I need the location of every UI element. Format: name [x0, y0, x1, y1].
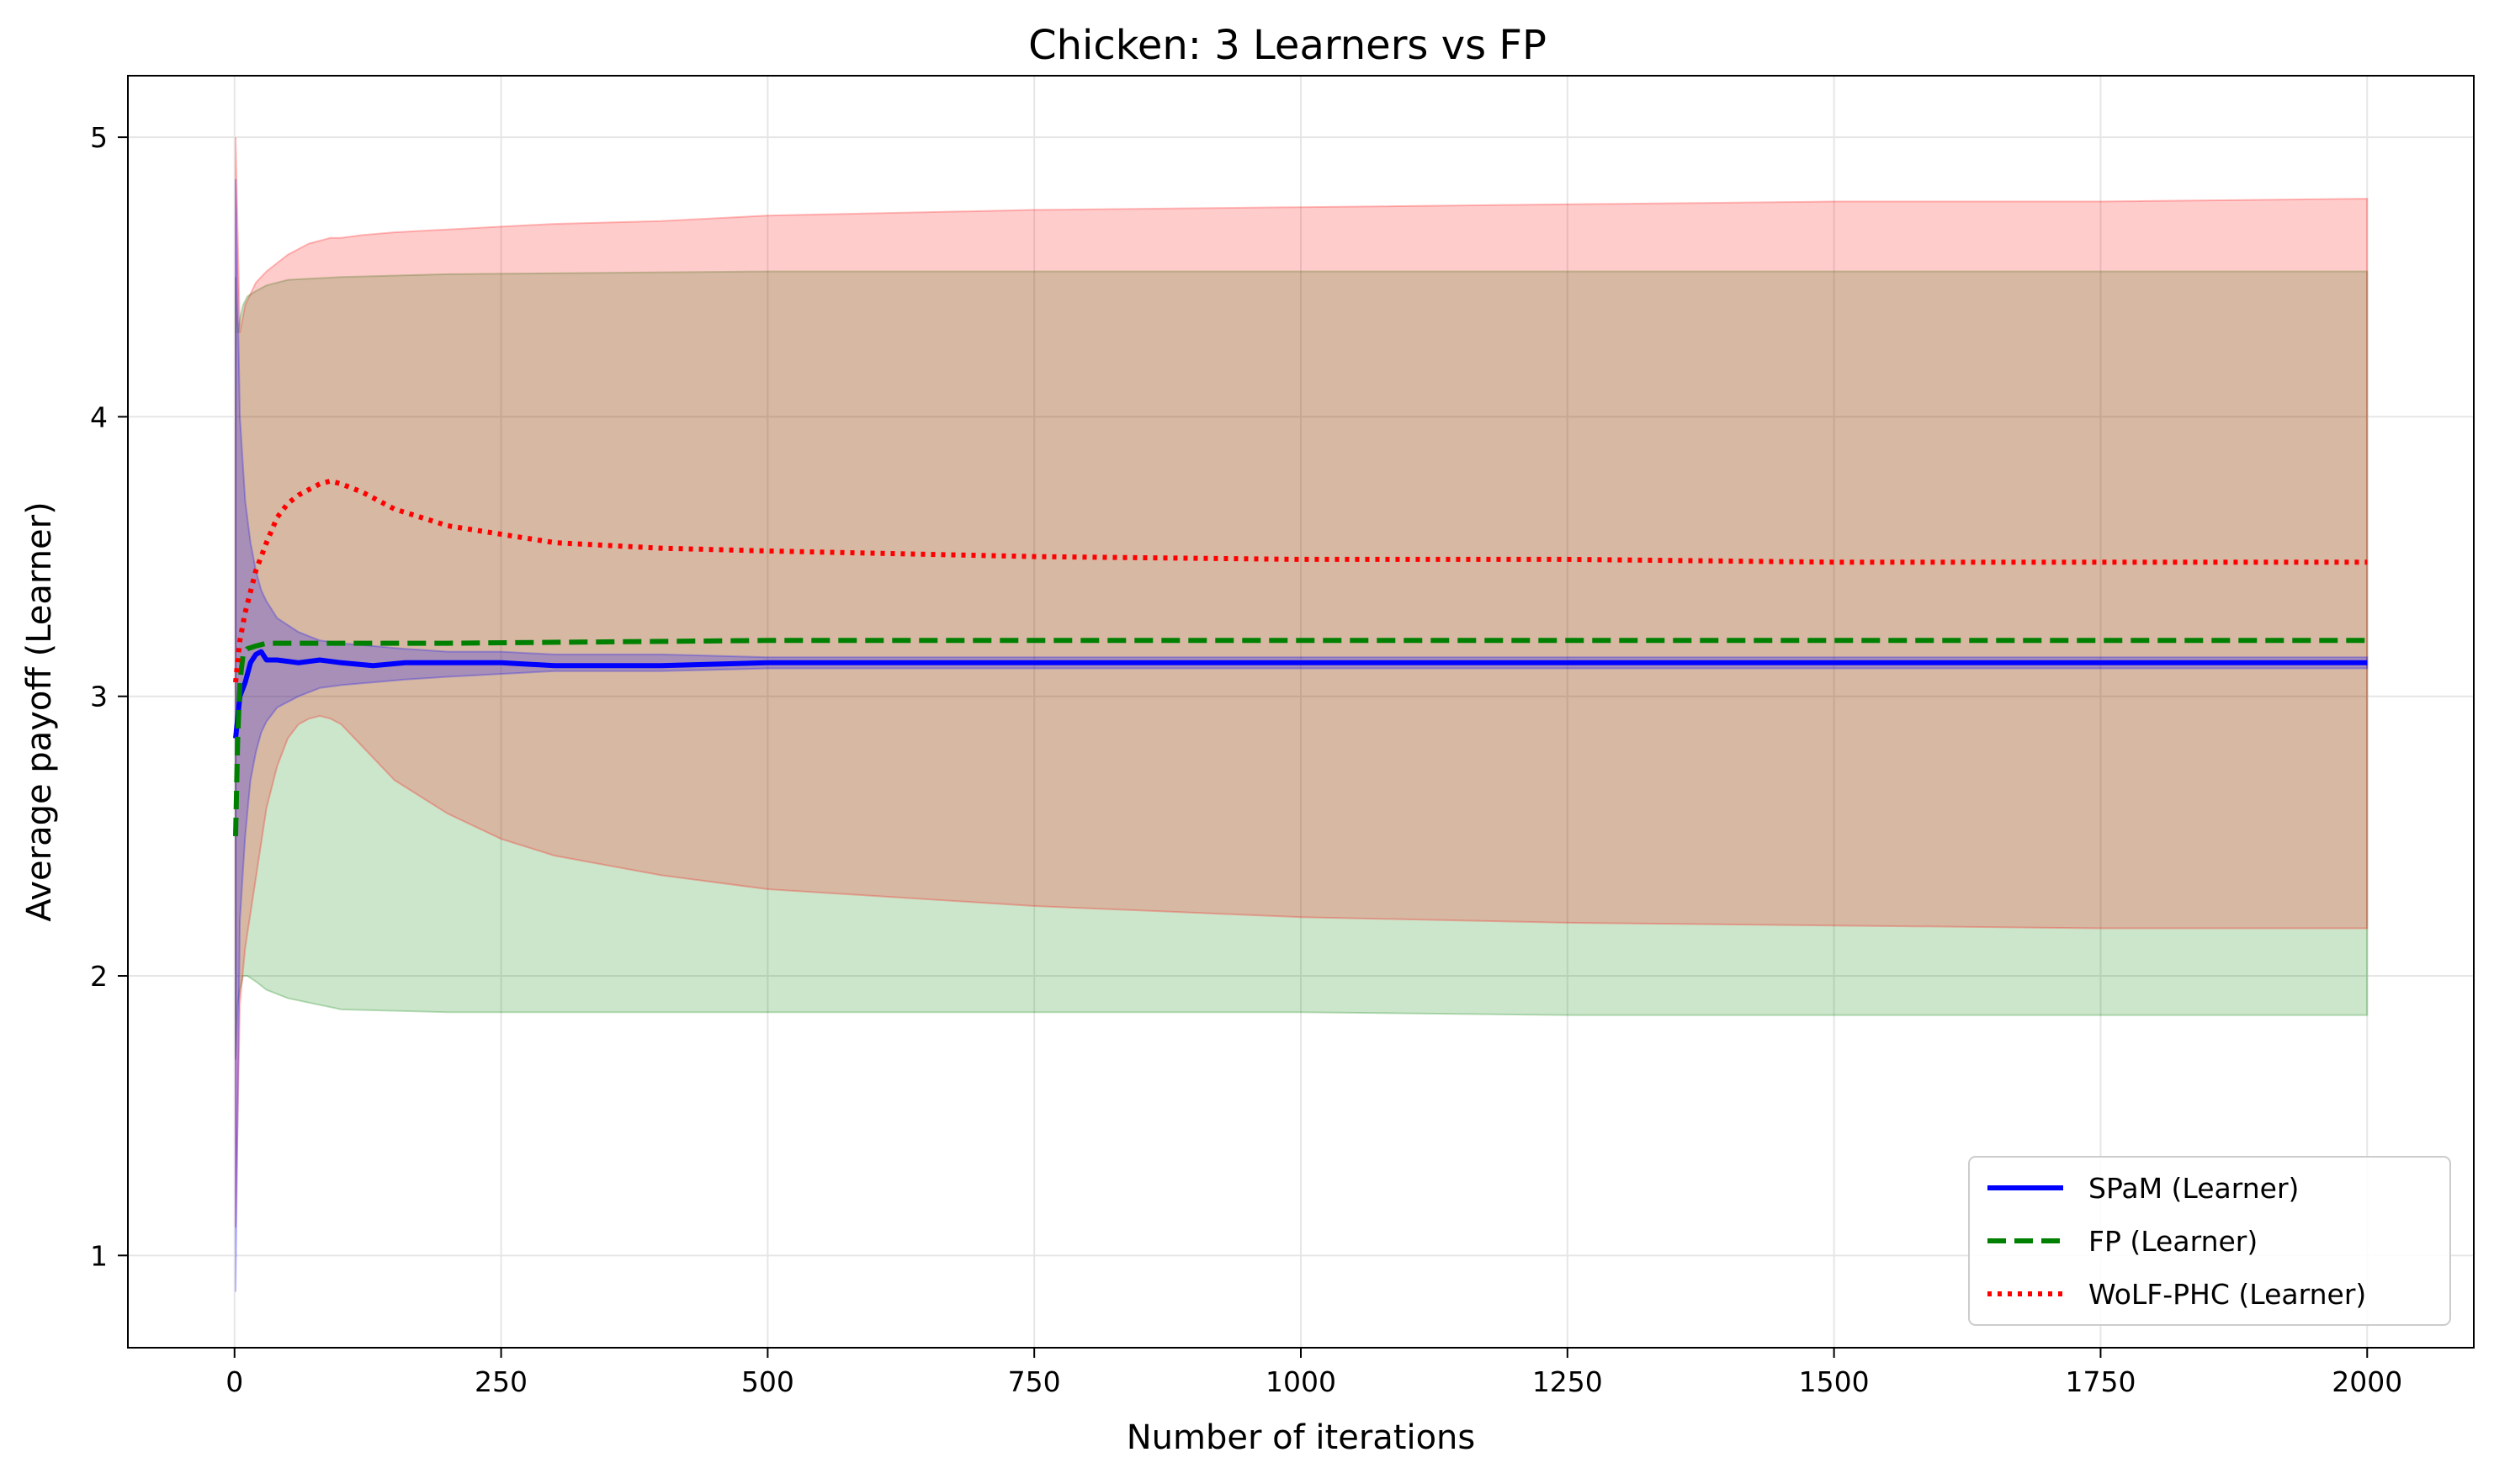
y-tick-label: 1 — [90, 1239, 108, 1272]
x-axis-label: Number of iterations — [1127, 1418, 1476, 1457]
y-axis-ticks: 1 2 3 4 5 — [90, 121, 128, 1272]
x-tick-label: 1000 — [1266, 1365, 1336, 1398]
series-lines — [233, 478, 2368, 836]
x-tick-label: 250 — [475, 1365, 528, 1398]
x-tick-label: 0 — [226, 1365, 243, 1398]
y-tick-label: 3 — [90, 681, 108, 713]
confidence-bands — [235, 137, 2369, 1292]
line-wolf-phc — [233, 478, 2368, 683]
line-fp — [233, 638, 2368, 836]
band-wolf-phc — [235, 137, 2369, 1228]
x-tick-label: 500 — [741, 1365, 794, 1398]
line-spam — [233, 649, 2368, 739]
y-tick-label: 2 — [90, 960, 108, 993]
x-tick-label: 2000 — [2332, 1365, 2402, 1398]
x-axis-ticks: 0 250 500 750 1000 1250 1500 1750 2000 — [226, 1348, 2402, 1398]
band-spam — [235, 178, 2369, 1292]
chart-title: Chicken: 3 Learners vs FP — [1028, 22, 1547, 69]
x-tick-label: 750 — [1008, 1365, 1061, 1398]
x-tick-label: 1750 — [2065, 1365, 2136, 1398]
legend-label-fp: FP (Learner) — [2088, 1225, 2258, 1258]
y-tick-label: 5 — [90, 121, 108, 154]
legend-label-spam: SPaM (Learner) — [2088, 1172, 2299, 1205]
y-tick-label: 4 — [90, 400, 108, 433]
x-tick-label: 1250 — [1532, 1365, 1603, 1398]
legend-box — [1968, 1156, 2451, 1326]
legend-label-wolf-phc: WoLF-PHC (Learner) — [2088, 1278, 2366, 1311]
legend: SPaM (Learner) FP (Learner) WoLF-PHC (Le… — [1968, 1156, 2451, 1326]
band-fp — [235, 270, 2369, 1060]
y-axis-label: Average payoff (Learner) — [20, 501, 59, 921]
x-tick-label: 1500 — [1799, 1365, 1870, 1398]
